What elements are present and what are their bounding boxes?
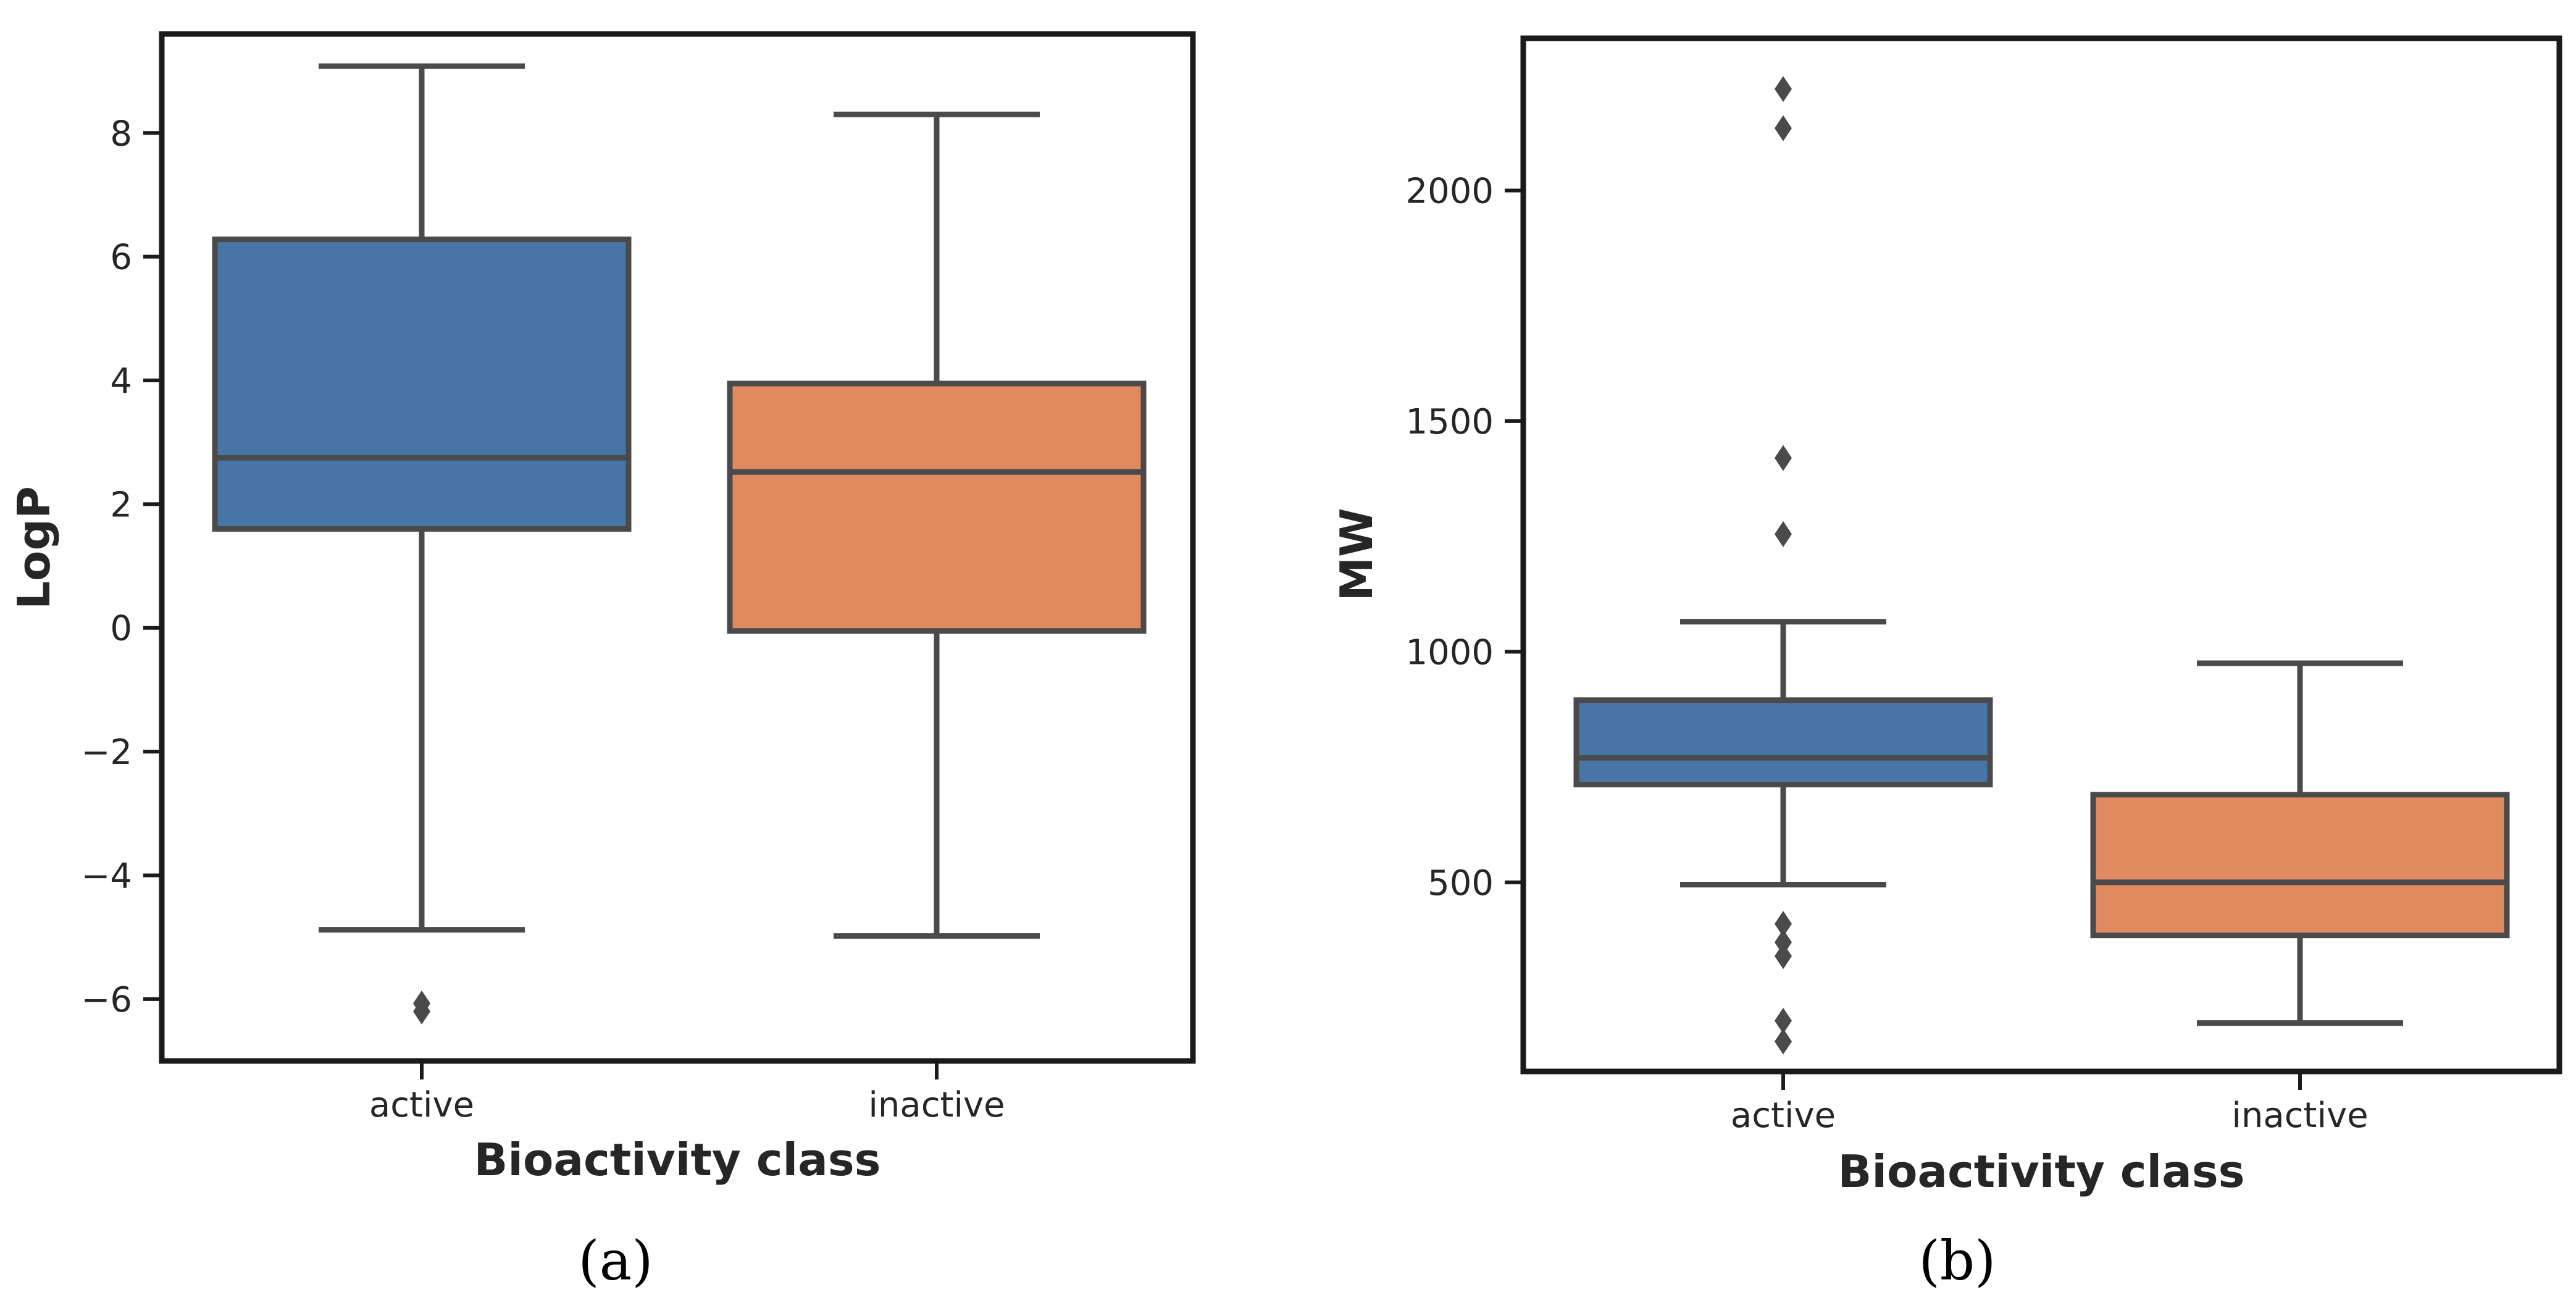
y-tick-label-b-0: 2000 bbox=[1405, 171, 1494, 211]
box-a-inactive bbox=[727, 380, 1147, 634]
y-tick-label-b-1: 1500 bbox=[1405, 402, 1494, 442]
panel-b: 2000 1500 1000 500 active inactive MW Bioacti… bbox=[1331, 35, 2562, 1293]
outlier-b-active-4 bbox=[1775, 911, 1792, 937]
plot-a: 8 6 4 2 0 −2 −4 −6 active inactive bbox=[81, 63, 1147, 1125]
outlier-b-active-8 bbox=[1775, 1028, 1792, 1055]
y-tick-label-a-1: 6 bbox=[110, 238, 132, 278]
outlier-b-active-7 bbox=[1775, 1007, 1792, 1034]
y-tick-label-b-2: 1000 bbox=[1405, 632, 1494, 673]
y-tick-label-a-3: 2 bbox=[110, 485, 132, 525]
outlier-b-active-3 bbox=[1775, 521, 1792, 547]
plot-frame-b bbox=[1520, 35, 2562, 1075]
plot-b: 2000 1500 1000 500 active inactive bbox=[1405, 76, 2510, 1136]
panel-label-b: (b) bbox=[1919, 1229, 1996, 1293]
y-axis-title-a: LogP bbox=[8, 486, 60, 610]
box-group-a-active bbox=[212, 63, 632, 1025]
x-tick-label-a-active: active bbox=[369, 1085, 474, 1125]
panel-label-a: (a) bbox=[578, 1229, 653, 1293]
outlier-b-active-6 bbox=[1775, 943, 1792, 970]
y-tick-label-a-7: −6 bbox=[81, 980, 132, 1020]
outlier-a-active-1 bbox=[413, 998, 430, 1025]
box-b-inactive bbox=[2090, 792, 2510, 939]
box-group-b-active bbox=[1573, 76, 1993, 1055]
x-axis-title-b: Bioactivity class bbox=[1838, 1146, 2244, 1197]
box-a-active bbox=[212, 237, 632, 532]
y-tick-label-a-5: −2 bbox=[81, 732, 132, 773]
y-tick-label-a-4: 0 bbox=[110, 609, 132, 649]
x-tick-label-a-inactive: inactive bbox=[868, 1085, 1005, 1125]
x-axis-title-a: Bioactivity class bbox=[474, 1134, 880, 1186]
outlier-b-active-1 bbox=[1775, 115, 1792, 141]
x-tick-label-b-active: active bbox=[1731, 1096, 1836, 1136]
box-b-active bbox=[1573, 697, 1993, 787]
y-tick-label-a-2: 4 bbox=[110, 361, 132, 401]
plot-frame-a bbox=[159, 31, 1196, 1064]
box-group-a-inactive bbox=[727, 111, 1147, 939]
outlier-b-active-0 bbox=[1775, 76, 1792, 103]
y-tick-label-a-6: −4 bbox=[81, 856, 132, 896]
box-group-b-inactive bbox=[2090, 660, 2510, 1026]
y-tick-label-a-0: 8 bbox=[110, 114, 132, 154]
x-tick-label-b-inactive: inactive bbox=[2231, 1096, 2368, 1136]
panel-a: 8 6 4 2 0 −2 −4 −6 active inactive LogP Bioactivi… bbox=[8, 31, 1196, 1293]
outlier-b-active-2 bbox=[1775, 445, 1792, 471]
y-tick-label-b-3: 500 bbox=[1428, 863, 1494, 903]
outlier-b-active-5 bbox=[1775, 929, 1792, 955]
y-axis-title-b: MW bbox=[1331, 508, 1382, 601]
